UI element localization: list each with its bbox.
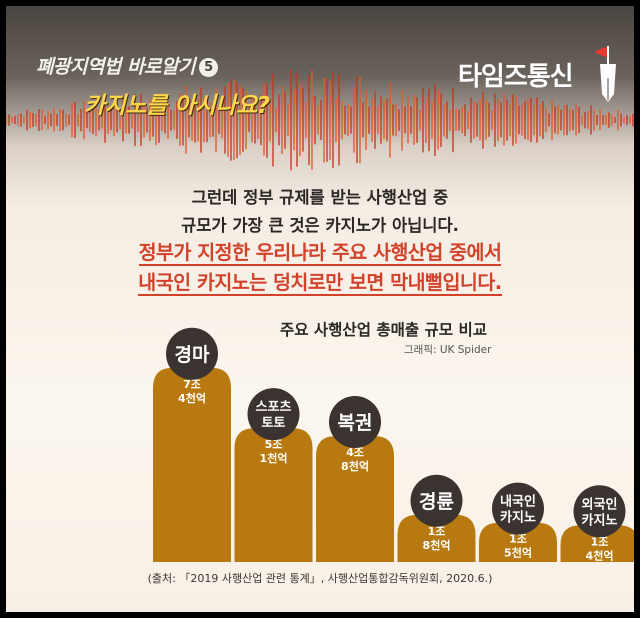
logo-text: 타임즈통신: [458, 56, 574, 93]
bar-chart: 7조4천억경마5조1천억스포츠토토4조8천억복권1조8천억경륜1조5천억내국인카…: [153, 327, 634, 562]
bar: [153, 367, 231, 562]
bar: [479, 522, 557, 562]
bar: [397, 514, 476, 562]
category-label: 경마: [175, 344, 210, 366]
bar-value-label: 4천억: [178, 391, 206, 405]
category-badge: [492, 482, 544, 535]
bar-value-label: 1조: [591, 535, 609, 548]
category-label: 스포츠: [256, 400, 292, 415]
sound-wave-graphic: [6, 69, 634, 171]
bar: [234, 428, 313, 562]
emphasis-text: 정부가 지정한 우리나라 주요 사행산업 중에서 내국인 카지노는 덩치로만 보…: [6, 238, 634, 298]
emphasis-line-2: 내국인 카지노는 덩치로만 보면 막내뻘입니다.: [138, 271, 502, 296]
bar-value-label: 8천억: [423, 538, 451, 552]
category-badge: [329, 396, 381, 448]
brand-logo: 타임즈통신: [458, 44, 618, 104]
category-label: 외국인: [582, 496, 618, 512]
intro-line-2: 규모가 가장 큰 것은 카지노가 아닙니다.: [181, 216, 459, 235]
bar-value-label: 4천억: [586, 548, 614, 562]
category-label: 내국인: [500, 494, 536, 510]
bar-value-label: 5천억: [504, 546, 532, 560]
pen-flag-icon: [594, 46, 616, 102]
bar-value-label: 1천억: [260, 451, 288, 465]
bar: [560, 525, 634, 562]
chart-credit: 그래픽: UK Spider: [404, 344, 492, 356]
category-label: 카지노: [582, 513, 618, 528]
category-badge: [573, 485, 626, 538]
category-badge: [166, 327, 218, 380]
category-badge: [247, 388, 300, 441]
bar-value-label: 1조: [509, 533, 527, 546]
category-label: 토토: [262, 416, 286, 431]
bar-value-label: 8천억: [341, 459, 369, 473]
intro-line-1: 그런데 정부 규제를 받는 사행산업 중: [191, 188, 449, 207]
category-label: 카지노: [500, 511, 536, 526]
logo-main: 타임즈통신: [458, 62, 574, 92]
series-title-text: 폐광지역법 바로알기: [36, 56, 195, 78]
category-badge: [410, 474, 463, 527]
bar-value-label: 4조: [346, 446, 364, 459]
emphasis-line-1: 정부가 지정한 우리나라 주요 사행산업 중에서: [138, 241, 502, 266]
bar-value-label: 7조: [183, 378, 201, 391]
category-label: 경륜: [419, 491, 454, 513]
source-note: (출처: 「2019 사행산업 관련 통계」, 사행산업통합감독위원회, 202…: [147, 572, 493, 585]
bar-value-label: 1조: [428, 525, 446, 538]
category-label: 복권: [338, 412, 373, 434]
series-number-badge: 5: [198, 58, 218, 77]
intro-text: 그런데 정부 규제를 받는 사행산업 중 규모가 가장 큰 것은 카지노가 아닙…: [6, 184, 634, 240]
infographic-frame: 폐광지역법 바로알기 5 카지노를 아시나요? 타임즈통신 그런데 정부 규제를 …: [6, 6, 634, 612]
bar: [316, 436, 394, 562]
bar-value-label: 5조: [265, 438, 283, 451]
series-title: 폐광지역법 바로알기 5: [36, 52, 218, 79]
chart-title: 주요 사행산업 총매출 규모 비교: [280, 321, 487, 339]
headline: 카지노를 아시나요?: [84, 93, 270, 119]
